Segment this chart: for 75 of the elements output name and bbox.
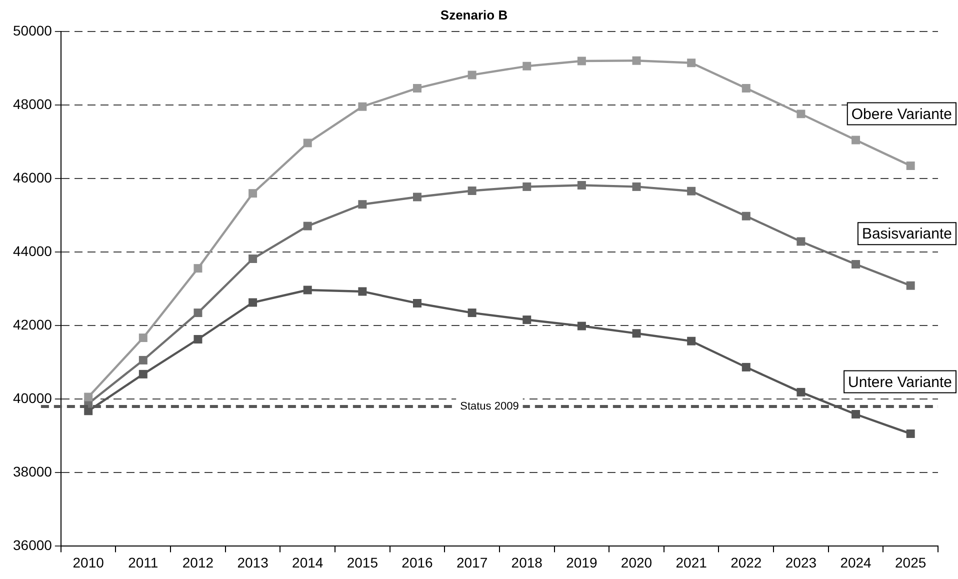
chart-title: Szenario B	[440, 7, 508, 22]
point	[852, 410, 860, 418]
point	[303, 286, 312, 294]
point	[303, 222, 312, 230]
point	[194, 308, 202, 318]
point	[577, 181, 586, 190]
y-tick-label: 48000	[12, 96, 52, 112]
y-tick-label: 46000	[12, 169, 52, 186]
point	[358, 287, 367, 296]
point	[742, 212, 750, 220]
point	[468, 70, 476, 80]
point	[358, 102, 367, 111]
point	[522, 182, 532, 191]
x-tick-label: 2019	[566, 554, 598, 570]
point	[687, 336, 696, 346]
point	[742, 362, 750, 372]
point	[138, 356, 148, 364]
point	[632, 56, 641, 65]
x-tick-label: 2024	[840, 554, 872, 570]
point	[522, 62, 532, 70]
x-tick-label: 2011	[128, 554, 158, 570]
point	[138, 334, 148, 342]
point	[796, 388, 806, 396]
point	[577, 322, 586, 330]
series-label: Obere Variante	[851, 106, 952, 123]
point	[852, 260, 860, 269]
point	[796, 237, 806, 246]
y-tick-label: 44000	[12, 243, 52, 259]
x-tick-label: 2023	[785, 554, 817, 570]
point	[138, 370, 148, 378]
point	[522, 316, 532, 324]
point	[248, 298, 258, 307]
point	[413, 192, 422, 202]
point	[742, 84, 750, 92]
point	[413, 298, 422, 308]
x-tick-label: 2022	[730, 554, 762, 570]
point	[194, 264, 202, 273]
y-tick-label: 42000	[12, 316, 52, 333]
point	[248, 189, 258, 198]
y-tick-label: 40000	[12, 390, 52, 406]
point	[358, 200, 367, 209]
y-tick-label: 36000	[12, 537, 52, 554]
point	[906, 429, 915, 438]
x-tick-label: 2018	[511, 554, 543, 570]
x-tick-label: 2025	[895, 554, 926, 570]
point	[194, 335, 202, 344]
x-tick-label: 2012	[182, 554, 214, 570]
ref-line-label: Status 2009	[460, 400, 519, 413]
point	[468, 186, 476, 195]
point	[632, 329, 641, 338]
point	[687, 186, 696, 196]
y-tick-label: 38000	[12, 464, 52, 480]
x-tick-label: 2017	[456, 554, 488, 570]
point	[303, 138, 312, 148]
point	[852, 136, 860, 144]
point	[468, 308, 476, 318]
x-tick-label: 2015	[346, 554, 378, 570]
point	[577, 56, 586, 66]
point	[413, 84, 422, 92]
x-tick-label: 2010	[72, 554, 104, 570]
series-label: Untere Variante	[848, 374, 952, 391]
x-tick-label: 2016	[402, 554, 434, 570]
series-label: Basisvariante	[862, 226, 952, 243]
x-tick-label: 2013	[237, 554, 269, 570]
point	[84, 392, 93, 402]
point	[248, 254, 258, 263]
point	[906, 281, 915, 290]
x-tick-label: 2021	[676, 554, 708, 570]
y-tick-label: 50000	[12, 22, 52, 38]
point	[687, 58, 696, 68]
point	[906, 162, 915, 170]
point	[796, 110, 806, 118]
x-tick-label: 2014	[292, 554, 324, 570]
x-tick-label: 2020	[620, 554, 652, 570]
point	[632, 182, 641, 191]
